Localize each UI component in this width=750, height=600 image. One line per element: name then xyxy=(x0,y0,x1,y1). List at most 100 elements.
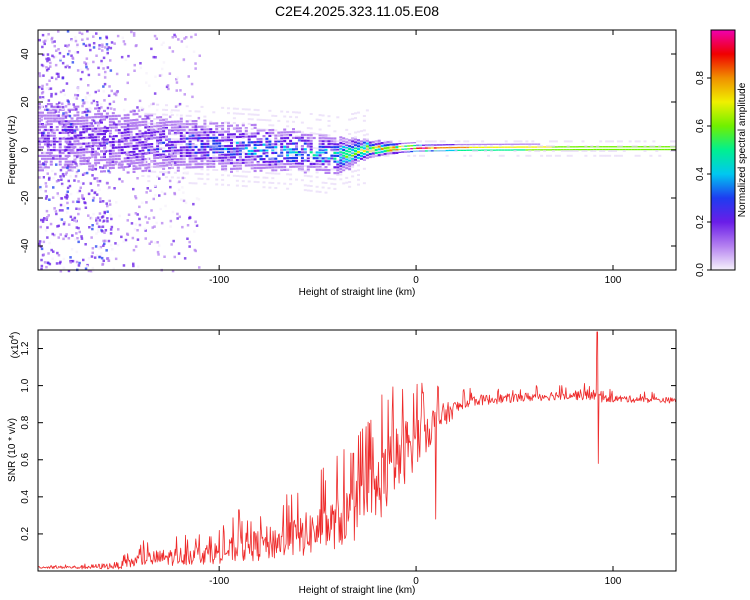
spectrogram-cell xyxy=(215,122,219,125)
spectrogram-cell xyxy=(194,172,198,175)
spectrogram-cells xyxy=(38,30,676,273)
spectrogram-cell xyxy=(179,157,183,161)
spectrogram-noise xyxy=(183,37,186,40)
spectrogram-cell xyxy=(153,166,157,168)
spectrogram-noise xyxy=(67,179,70,183)
spectrogram-cell xyxy=(522,143,526,145)
spectrogram-cell xyxy=(339,156,343,159)
spectrogram-noise xyxy=(97,230,100,233)
spectrogram-cell xyxy=(188,137,192,140)
spectrogram-cell xyxy=(407,145,411,147)
spectrogram-noise xyxy=(81,194,84,197)
spectrogram-cell xyxy=(271,128,275,132)
spectrogram-cell xyxy=(540,145,544,148)
spectrogram-cell xyxy=(303,136,307,139)
spectrogram-cell xyxy=(153,162,157,165)
spectrogram-noise xyxy=(97,66,100,70)
spectrogram-noise xyxy=(169,219,173,223)
spectrogram-cell xyxy=(188,148,192,151)
spectrogram-cell xyxy=(132,150,136,153)
spectrogram-cell xyxy=(374,145,378,148)
spectrogram-noise xyxy=(99,200,102,203)
spectrogram-noise xyxy=(83,172,87,175)
spectrogram-noise xyxy=(105,249,108,252)
spectrogram-cell xyxy=(144,146,148,149)
spectrogram-noise xyxy=(42,176,45,179)
spectrogram-cell xyxy=(159,165,163,168)
spectrogram-cell xyxy=(144,169,148,172)
spectrogram-noise xyxy=(69,150,73,154)
spectrogram-cell xyxy=(103,118,106,121)
spectrogram-noise xyxy=(58,51,62,55)
spectrogram-noise xyxy=(107,169,110,173)
spectrogram-cell xyxy=(241,135,245,138)
spectrogram-cell xyxy=(271,151,275,155)
spectrogram-cell xyxy=(463,149,467,151)
spectrogram-cell xyxy=(664,146,668,148)
snr-line xyxy=(37,331,676,570)
spectrogram-cell xyxy=(209,157,213,160)
spectrogram-cell xyxy=(117,166,121,169)
spectrogram-noise xyxy=(81,115,84,119)
spectrogram-noise xyxy=(179,89,182,92)
spectrogram-noise xyxy=(76,166,79,170)
spectrogram-cell xyxy=(342,145,346,149)
spectrogram-noise xyxy=(97,73,101,76)
spectrogram-cell xyxy=(91,139,95,142)
spectrogram-cell xyxy=(274,172,278,175)
snr-y-scale-base: (x10 xyxy=(10,338,21,358)
spectrogram-cell xyxy=(103,164,106,167)
spectrogram-cell xyxy=(368,141,372,144)
spectrogram-cell xyxy=(200,128,204,131)
spectrogram-cell xyxy=(123,122,127,125)
spectrogram-cell xyxy=(232,174,236,177)
spectrogram-noise xyxy=(88,93,91,97)
spectrogram-cell xyxy=(362,115,366,117)
spectrogram-cell xyxy=(235,161,239,165)
spectrogram-cell xyxy=(333,139,337,142)
spectrogram-cell xyxy=(165,171,168,174)
spectrogram-cell xyxy=(235,144,239,147)
spectrogram-noise xyxy=(41,33,45,37)
spectrogram-noise xyxy=(82,197,85,201)
spectrogram-cell xyxy=(150,151,154,154)
spectrogram-noise xyxy=(196,139,200,142)
spectrogram-cell xyxy=(147,175,151,178)
spectrogram-cell xyxy=(345,148,349,151)
spectrogram-cell xyxy=(303,165,307,168)
spectrogram-cell xyxy=(306,165,310,168)
spectrogram-cell xyxy=(554,154,558,157)
spectrogram-noise xyxy=(66,211,69,214)
spectrogram-cell xyxy=(79,119,83,122)
spectrogram-cell xyxy=(309,161,313,163)
spectrogram-cell xyxy=(176,132,180,135)
spectrogram-cell xyxy=(159,121,163,125)
spectrogram-cell xyxy=(46,117,50,120)
spectrogram-noise xyxy=(57,114,61,117)
spectrogram-noise xyxy=(109,107,113,110)
spectrogram-cell xyxy=(643,150,647,152)
spectrogram-noise xyxy=(140,106,143,110)
spectrogram-cell xyxy=(141,164,145,167)
spectrogram-cell xyxy=(58,160,62,163)
spectrogram-cell xyxy=(306,184,310,187)
spectrogram-cell xyxy=(108,132,112,135)
spectrogram-cell xyxy=(218,148,222,151)
spectrogram-cell xyxy=(221,126,225,129)
spectrogram-cell xyxy=(227,124,230,127)
spectrogram-cell xyxy=(410,150,414,153)
spectrogram-cell xyxy=(584,150,588,152)
spectrogram-cell xyxy=(280,148,284,151)
spectrogram-noise xyxy=(194,62,197,65)
spectrogram-noise xyxy=(126,81,129,85)
spectrogram-noise xyxy=(45,66,48,69)
spectrogram-cell xyxy=(91,116,95,119)
spectrogram-cell xyxy=(427,147,431,149)
spectrogram-cell xyxy=(227,139,230,142)
spectrogram-noise xyxy=(96,103,99,107)
spectrogram-cell xyxy=(120,123,124,126)
spectrogram-cell xyxy=(637,154,641,157)
spectrogram-noise xyxy=(174,161,177,165)
spectrogram-noise xyxy=(40,264,44,268)
spectrogram-cell xyxy=(129,125,133,128)
